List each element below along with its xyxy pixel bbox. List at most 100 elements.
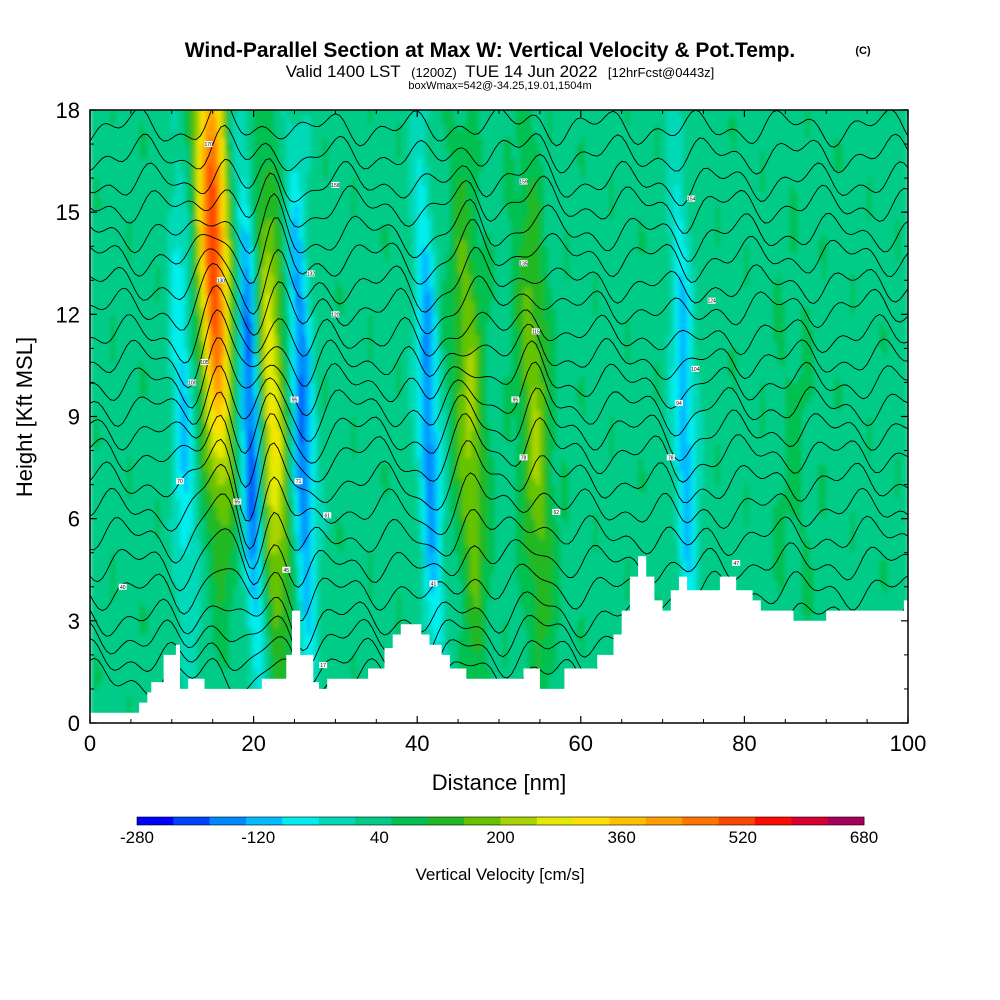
heat-cell [278,545,283,554]
heat-cell [151,614,157,622]
heat-cell [94,232,99,241]
heat-cell [188,368,193,377]
heat-cell [147,382,152,390]
heat-cell [245,470,251,479]
heat-cell [204,464,210,472]
heat-cell [94,178,99,186]
heat-cell [294,464,300,472]
heat-cell [114,293,120,302]
heat-cell [224,218,230,227]
heat-cell [106,443,112,452]
heat-cell [192,648,197,656]
heat-cell [282,341,287,349]
heat-cell [224,579,230,588]
heat-cell [265,232,271,241]
heat-cell [155,600,161,608]
heat-cell [237,675,242,683]
heat-cell [298,470,304,479]
heat-cell [159,362,165,370]
heat-cell [167,641,173,649]
heat-cell [184,334,189,343]
heat-cell [188,259,193,268]
heat-cell [216,287,222,295]
heat-cell [118,641,124,649]
heat-cell [196,668,202,676]
heat-cell [94,586,99,595]
heat-cell [118,539,124,547]
heat-cell [216,273,222,281]
heat-cell [278,559,283,567]
heat-cell [134,416,140,424]
heat-cell [204,505,210,513]
heat-cell [274,648,279,656]
heat-cell [110,212,116,220]
heat-cell [233,593,238,601]
heat-cell [253,607,259,615]
heat-cell [192,144,197,152]
heat-cell [200,198,206,206]
heat-cell [257,661,263,670]
heat-cell [126,416,132,424]
heat-cell [98,239,103,247]
heat-cell [94,171,99,179]
heat-cell [163,464,169,472]
heat-cell [290,110,296,118]
heat-cell [192,232,197,241]
heat-cell [159,457,165,465]
heat-cell [278,280,283,288]
heat-cell [241,266,247,275]
heat-cell [106,266,112,275]
heat-cell [159,212,165,220]
heat-cell [175,293,181,302]
heat-cell [233,239,238,247]
heat-cell [114,477,120,486]
heat-cell [200,280,206,288]
heat-cell [98,307,103,315]
heat-cell [184,314,189,322]
heat-cell [110,239,116,247]
heat-cell [302,450,308,458]
heat-cell [208,157,214,166]
heat-cell [90,300,95,309]
heat-cell [212,184,218,193]
heat-cell [224,164,230,172]
heat-cell [208,573,214,581]
heat-cell [188,518,193,527]
heat-cell [278,470,283,479]
heat-cell [245,627,251,636]
heat-cell [139,293,144,302]
heat-cell [212,661,218,670]
heat-cell [241,287,247,295]
heat-cell [118,144,124,152]
heat-cell [110,307,116,315]
heat-cell [298,191,304,200]
heat-cell [179,225,185,234]
heat-cell [175,620,181,629]
heat-cell [106,232,112,241]
heat-cell [122,116,128,125]
heat-cell [118,348,124,356]
heat-cell [220,477,226,486]
heat-cell [192,280,197,288]
heat-cell [134,253,140,261]
heat-cell [188,273,193,281]
heat-cell [216,532,222,540]
heat-cell [171,552,177,561]
heat-cell [241,341,247,349]
heat-cell [220,178,226,186]
heat-cell [118,654,124,663]
heat-cell [204,450,210,458]
heat-cell [98,382,103,390]
heat-cell [278,348,283,356]
heat-cell [200,477,206,486]
heat-cell [241,498,247,506]
heat-cell [282,225,287,234]
heat-cell [126,164,132,172]
heat-cell [282,545,287,554]
heat-cell [286,293,292,302]
heat-cell [274,157,279,166]
heat-cell [302,198,308,206]
heat-cell [184,198,189,206]
heat-cell [216,239,222,247]
heat-cell [90,654,95,663]
